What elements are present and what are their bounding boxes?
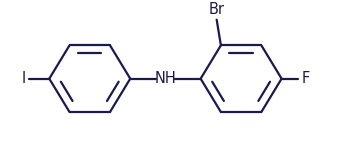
Text: NH: NH (155, 71, 176, 86)
Text: Br: Br (209, 2, 225, 17)
Text: F: F (301, 71, 309, 86)
Text: I: I (22, 71, 26, 86)
